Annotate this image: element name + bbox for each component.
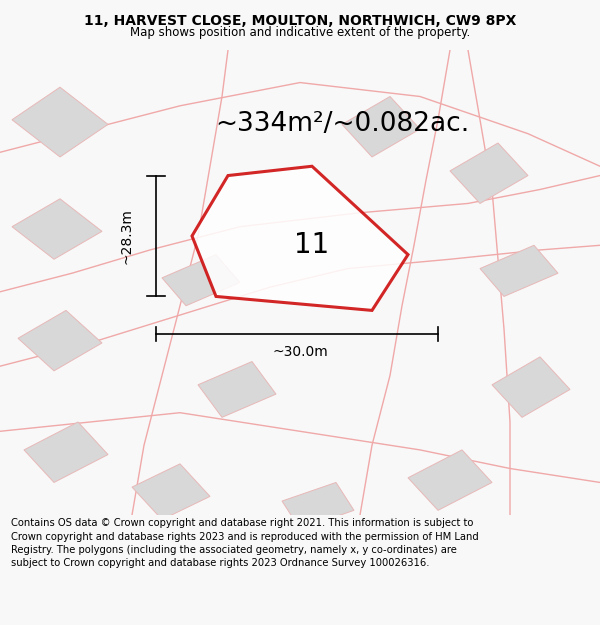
- Text: ~30.0m: ~30.0m: [272, 345, 328, 359]
- Polygon shape: [132, 464, 210, 519]
- Polygon shape: [18, 311, 102, 371]
- Polygon shape: [198, 361, 276, 418]
- Text: Contains OS data © Crown copyright and database right 2021. This information is : Contains OS data © Crown copyright and d…: [11, 518, 479, 568]
- Polygon shape: [408, 450, 492, 511]
- Polygon shape: [24, 422, 108, 482]
- Polygon shape: [192, 166, 408, 311]
- Polygon shape: [480, 245, 558, 296]
- Text: ~334m²/~0.082ac.: ~334m²/~0.082ac.: [215, 111, 469, 138]
- Text: Map shows position and indicative extent of the property.: Map shows position and indicative extent…: [130, 26, 470, 39]
- Polygon shape: [12, 199, 102, 259]
- Text: 11: 11: [295, 231, 329, 259]
- Polygon shape: [162, 254, 240, 306]
- Text: ~28.3m: ~28.3m: [119, 208, 133, 264]
- Polygon shape: [342, 96, 420, 157]
- Polygon shape: [450, 143, 528, 204]
- Polygon shape: [492, 357, 570, 418]
- Polygon shape: [12, 88, 108, 157]
- Text: 11, HARVEST CLOSE, MOULTON, NORTHWICH, CW9 8PX: 11, HARVEST CLOSE, MOULTON, NORTHWICH, C…: [84, 14, 516, 28]
- Polygon shape: [282, 482, 354, 529]
